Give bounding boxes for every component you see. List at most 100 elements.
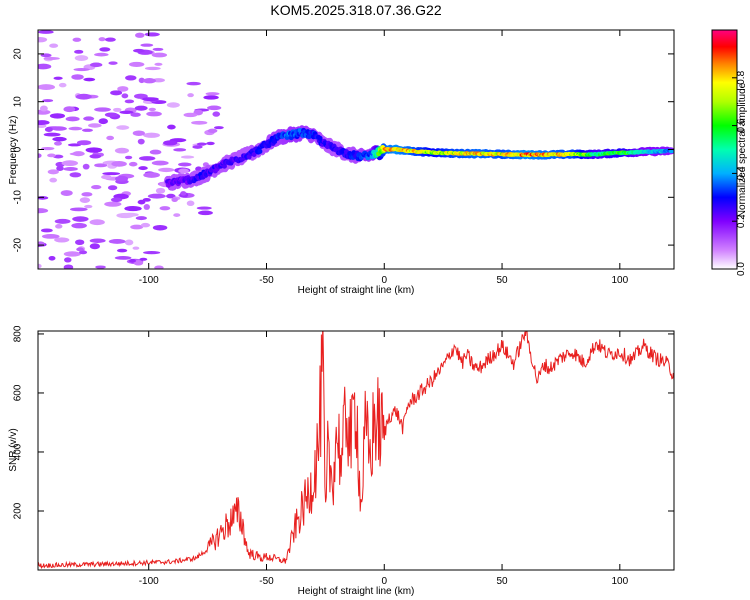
noise-blob — [163, 140, 178, 146]
noise-blob — [146, 111, 162, 117]
noise-blob — [69, 207, 88, 212]
noise-blob — [53, 141, 62, 146]
noise-blob — [183, 112, 198, 118]
noise-blob — [173, 148, 187, 152]
noise-blob — [143, 250, 161, 255]
noise-blob — [83, 77, 96, 82]
noise-blob — [74, 55, 89, 61]
noise-blob — [44, 126, 53, 133]
noise-blob — [214, 126, 224, 130]
noise-blob — [207, 128, 218, 134]
noise-blob — [134, 105, 148, 111]
noise-blob — [114, 256, 132, 260]
noise-blob — [61, 160, 78, 167]
noise-blob — [139, 257, 148, 261]
noise-blob — [98, 118, 108, 125]
noise-blob — [113, 107, 122, 112]
snr-x-label: Height of straight line (km) — [298, 586, 415, 597]
noise-blob — [142, 78, 156, 84]
noise-blob — [60, 190, 73, 196]
x-tick-label: 50 — [496, 275, 508, 286]
colorbar-label: Normalized spectral amplitude — [737, 82, 748, 217]
noise-blob — [94, 107, 111, 112]
noise-blob — [192, 145, 203, 149]
noise-blob — [198, 210, 213, 216]
noise-blob — [121, 212, 139, 217]
noise-blob — [133, 93, 148, 99]
noise-blob — [89, 219, 105, 226]
noise-blob — [69, 172, 82, 178]
noise-blob — [38, 109, 51, 115]
noise-blob — [143, 204, 150, 210]
colorbar-tick-label: 0.6 — [736, 118, 747, 132]
y-tick-label: 0 — [13, 146, 24, 152]
noise-blob — [104, 112, 118, 118]
noise-blob — [205, 92, 220, 96]
noise-blob — [180, 191, 187, 196]
noise-blob — [116, 248, 128, 253]
noise-blob — [84, 204, 93, 209]
noise-blob — [128, 61, 145, 67]
x-tick-label: 100 — [611, 275, 628, 286]
noise-blob — [64, 257, 72, 263]
noise-blob — [140, 222, 151, 228]
noise-blob — [108, 239, 126, 244]
figure-title: KOM5.2025.318.07.36.G22 — [270, 2, 441, 18]
noise-blob — [133, 260, 144, 266]
noise-blob — [135, 32, 145, 38]
ridge-core — [668, 149, 674, 154]
noise-blob — [119, 110, 134, 114]
snr-frame — [37, 330, 675, 571]
noise-blob — [128, 161, 138, 167]
noise-blob — [154, 62, 163, 66]
y-tick-label: -20 — [13, 237, 24, 252]
noise-blob — [65, 116, 80, 122]
noise-blob — [63, 251, 81, 257]
ridge-core — [257, 148, 263, 154]
colorbar-tick-label: 0.0 — [736, 262, 747, 276]
spectrogram-noise — [38, 30, 224, 269]
noise-blob — [171, 197, 178, 203]
spectrogram-y-axis: -20 -10 0 10 20 — [13, 48, 674, 252]
noise-blob — [94, 163, 108, 168]
noise-blob — [203, 95, 219, 100]
noise-blob — [39, 105, 48, 112]
noise-blob — [38, 63, 52, 70]
noise-blob — [108, 61, 118, 65]
noise-blob — [130, 112, 141, 117]
noise-blob — [101, 174, 112, 180]
x-tick-label: 0 — [381, 275, 387, 286]
noise-blob — [53, 76, 63, 80]
noise-blob — [38, 37, 48, 43]
noise-blob — [124, 99, 135, 104]
noise-blob — [152, 47, 164, 51]
noise-blob — [166, 193, 176, 199]
noise-blob — [76, 247, 84, 252]
spectrogram-y-label: Frequency (Hz) — [8, 116, 19, 185]
noise-blob — [102, 172, 121, 176]
noise-blob — [107, 185, 118, 191]
noise-blob — [178, 162, 192, 167]
noise-blob — [38, 120, 50, 126]
noise-blob — [81, 128, 93, 132]
noise-blob — [110, 197, 123, 203]
noise-blob — [143, 132, 161, 138]
noise-blob — [71, 222, 87, 229]
noise-blob — [72, 216, 89, 222]
noise-blob — [147, 193, 166, 199]
noise-blob — [110, 90, 123, 96]
noise-blob — [191, 120, 208, 125]
noise-blob — [95, 265, 106, 269]
noise-blob — [75, 239, 85, 246]
noise-blob — [85, 147, 103, 153]
colorbar: 0.0 0.2 0.4 0.6 0.8 Normalized spectral ampl… — [711, 29, 748, 276]
noise-blob — [38, 30, 54, 34]
noise-blob — [144, 32, 160, 37]
noise-blob — [143, 172, 160, 178]
x-tick-label: -100 — [139, 576, 159, 587]
noise-blob — [178, 168, 189, 174]
noise-blob — [140, 43, 154, 47]
noise-blob — [79, 250, 88, 255]
noise-blob — [63, 106, 76, 113]
noise-blob — [138, 156, 156, 161]
